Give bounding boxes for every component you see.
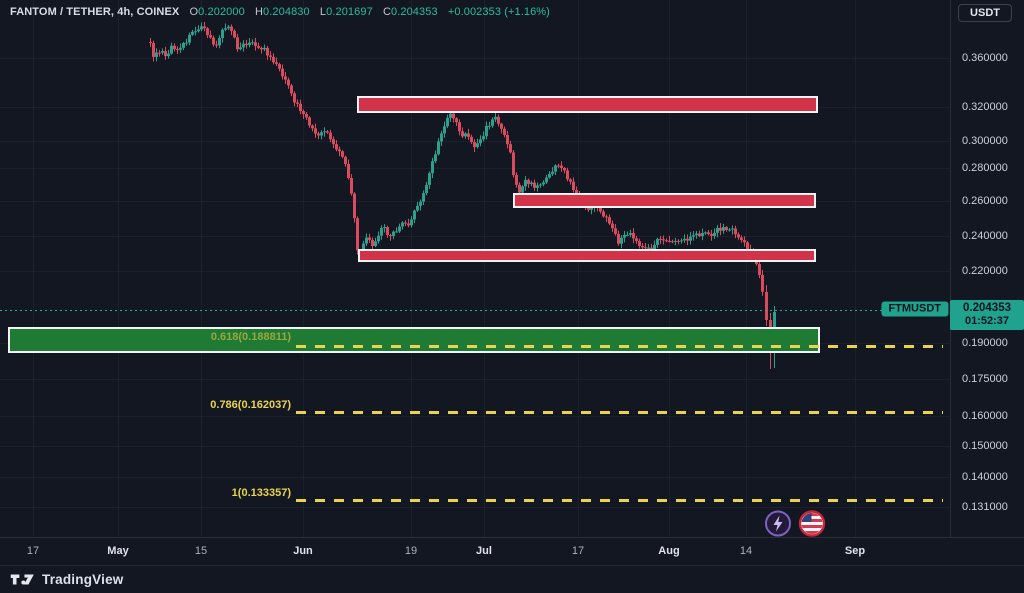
low-label: L0.201697 (319, 6, 373, 18)
price-tick-label: 0.280000 (962, 162, 1008, 174)
price-tick-label: 0.220000 (962, 265, 1008, 277)
bar-countdown: 01:52:37 (964, 315, 1010, 327)
current-price-badge[interactable]: 0.204353 01:52:37 (950, 300, 1024, 330)
time-axis-divider (0, 537, 1024, 538)
close-value: 0.204353 (391, 6, 438, 18)
candlestick-chart (0, 0, 950, 537)
price-tick-label: 0.175000 (962, 373, 1008, 385)
time-tick-label: 17 (26, 545, 40, 557)
price-tick-label: 0.320000 (962, 101, 1008, 113)
price-tick-label: 0.300000 (962, 135, 1008, 147)
open-value: 0.202000 (198, 6, 245, 18)
price-tick-label: 0.190000 (962, 337, 1008, 349)
tradingview-logo[interactable]: TradingView (10, 572, 123, 587)
time-axis[interactable]: 17 May 15 Jun 19 Jul 17 Aug 14 Sep (0, 538, 1024, 565)
low-value: 0.201697 (326, 6, 373, 18)
time-tick-label: 17 (571, 545, 585, 557)
price-tick-label: 0.140000 (962, 471, 1008, 483)
time-tick-label: Aug (658, 545, 680, 557)
us-flag-sticker-icon[interactable] (798, 510, 826, 540)
price-tick-label: 0.360000 (962, 52, 1008, 64)
time-tick-label: 15 (194, 545, 208, 557)
time-tick-label: 19 (404, 545, 418, 557)
price-tick-label: 0.260000 (962, 195, 1008, 207)
current-price-value: 0.204353 (963, 302, 1011, 314)
high-label: H0.204830 (255, 6, 310, 18)
supply-zone-1[interactable] (357, 96, 818, 113)
price-axis[interactable]: 0.360000 0.320000 0.300000 0.280000 0.260000… (951, 0, 1024, 537)
time-tick-label: Jul (476, 545, 492, 557)
time-tick-label: Jun (293, 545, 313, 557)
fib-line-1000[interactable] (296, 499, 943, 502)
time-tick-label: 14 (739, 545, 753, 557)
change-value: +0.002353 (+1.16%) (447, 6, 550, 18)
symbol-price-tag[interactable]: FTMUSDT (881, 301, 948, 317)
footer-bar: TradingView (0, 565, 1024, 593)
price-tick-label: 0.160000 (962, 410, 1008, 422)
price-tick-label: 0.150000 (962, 440, 1008, 452)
tradingview-brand-text: TradingView (42, 572, 124, 587)
fib-label-0786: 0.786(0.162037) (210, 399, 291, 411)
currency-usdt-button[interactable]: USDT (958, 4, 1012, 22)
tradingview-logo-icon (10, 574, 34, 585)
price-tick-label: 0.131000 (962, 501, 1008, 513)
fib-label-0618: 0.618(0.188811) (210, 331, 291, 343)
fib-line-0786[interactable] (296, 411, 943, 414)
lightning-sticker-icon[interactable] (765, 510, 792, 540)
price-axis-divider (950, 0, 951, 537)
supply-zone-2[interactable] (513, 193, 816, 208)
symbol-legend: FANTOM / TETHER, 4h, COINEX O0.202000 H0… (10, 6, 550, 18)
fib-label-1000: 1(0.133357) (231, 487, 291, 499)
fib-line-0618[interactable] (296, 345, 943, 348)
current-price-line (0, 310, 950, 311)
supply-zone-3[interactable] (358, 249, 816, 262)
open-label: O0.202000 (189, 6, 245, 18)
symbol-title[interactable]: FANTOM / TETHER, 4h, COINEX (10, 6, 180, 18)
demand-zone[interactable] (8, 327, 820, 353)
chart-pane[interactable] (0, 0, 950, 537)
time-tick-label: May (107, 545, 129, 557)
close-label: C0.204353 (382, 6, 438, 18)
high-value: 0.204830 (263, 6, 310, 18)
time-tick-label: Sep (844, 545, 866, 557)
price-tick-label: 0.240000 (962, 230, 1008, 242)
